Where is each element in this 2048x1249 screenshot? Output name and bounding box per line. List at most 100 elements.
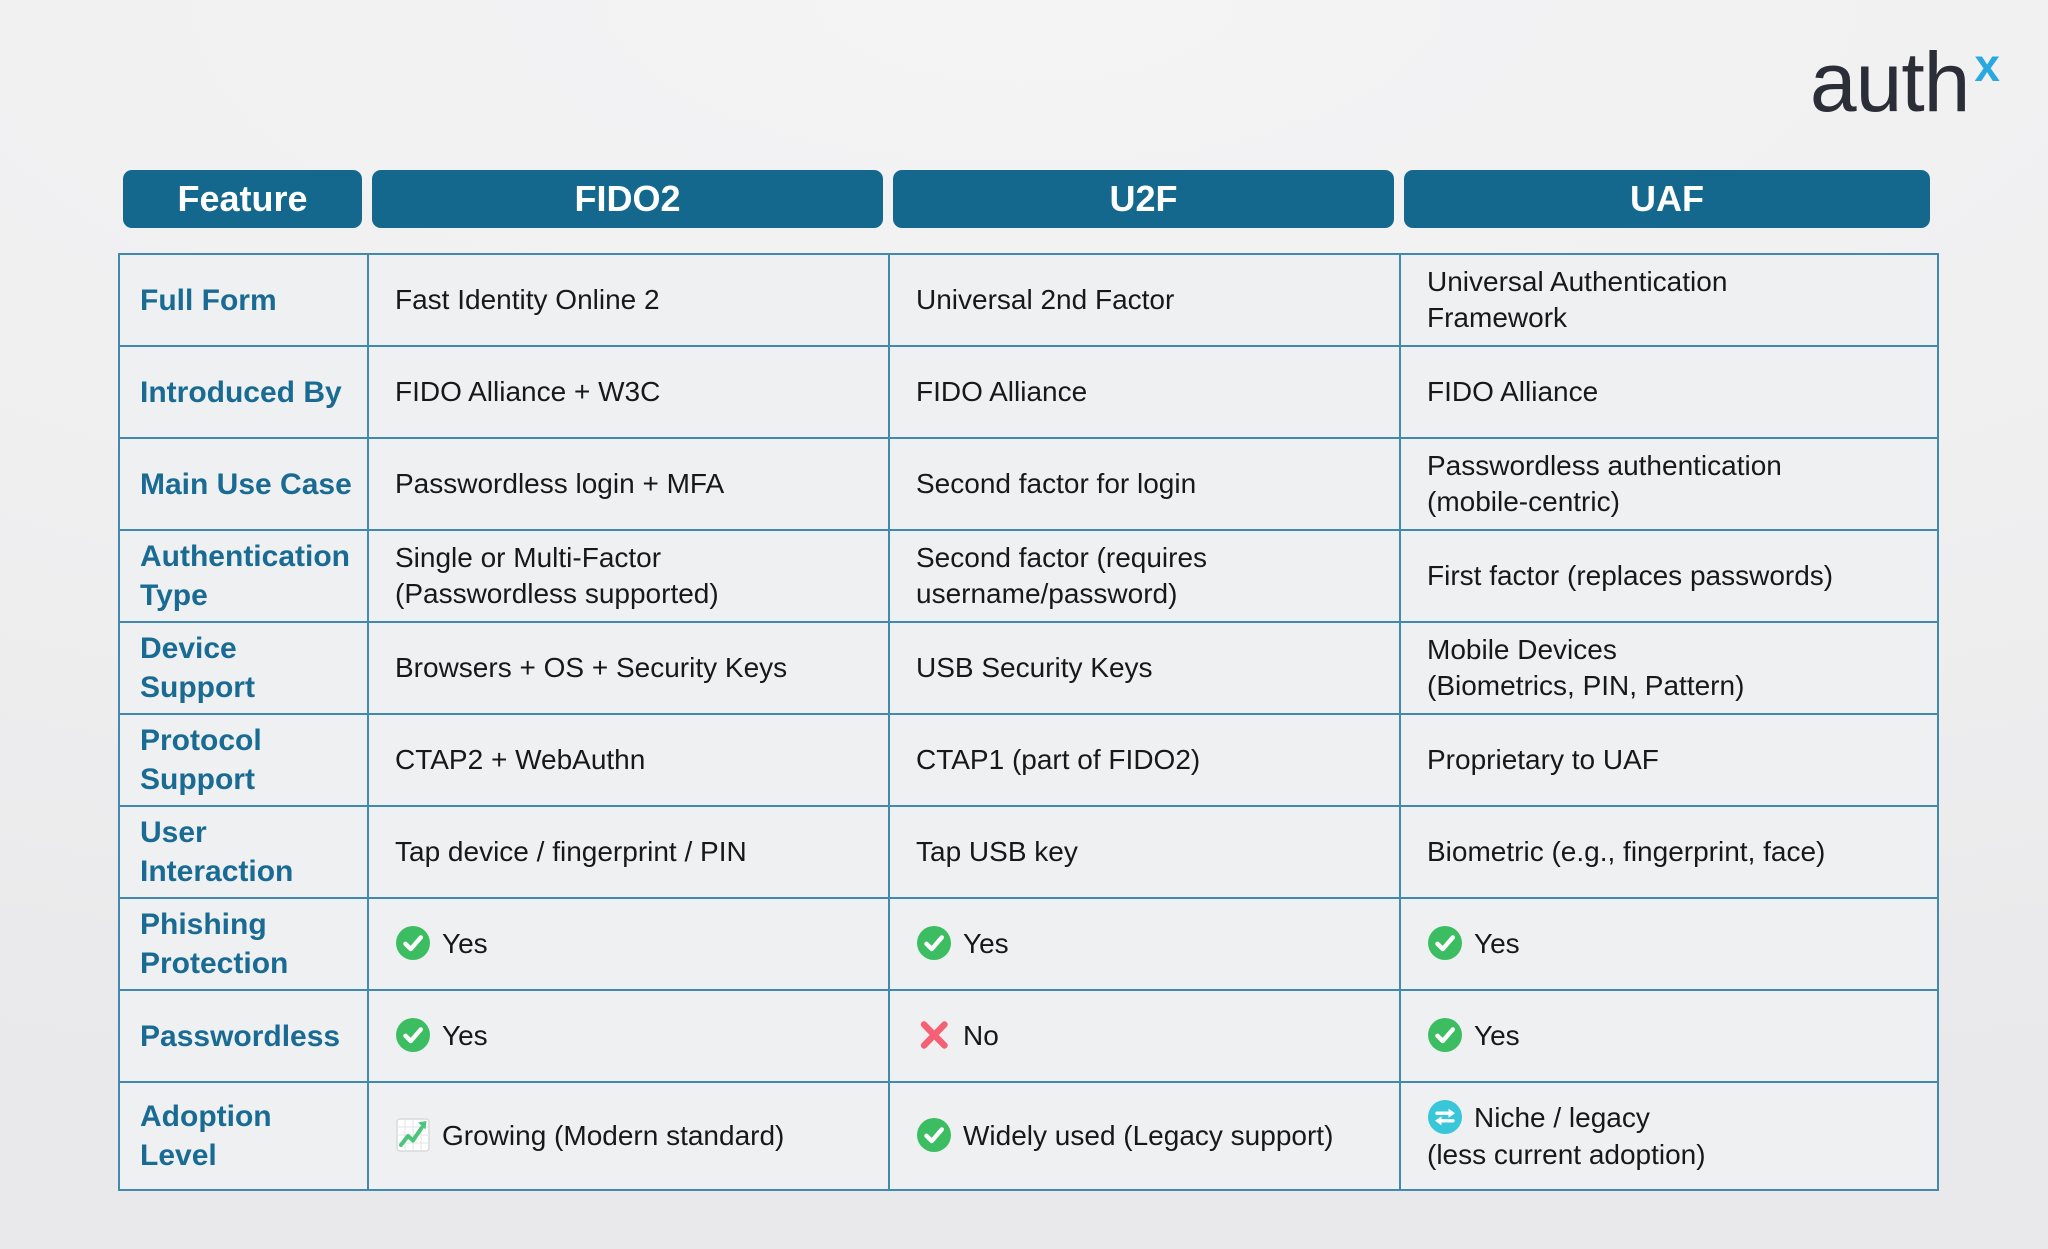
cell-content: Mobile Devices (Biometrics, PIN, Pattern… [1427, 632, 1915, 705]
cell-text: First factor (replaces passwords) [1427, 559, 1834, 591]
cell-text: USB Security Keys [916, 651, 1153, 683]
cell-content: Yes [916, 925, 1377, 962]
cell-text: Second factor for login [916, 467, 1197, 499]
feature-label-cell: Device Support [120, 623, 369, 715]
cell-text: Yes [442, 928, 488, 960]
value-cell-u2f: Universal 2nd Factor [890, 255, 1401, 347]
value-cell-u2f: Second factor for login [890, 439, 1401, 531]
feature-label: Authentication Type [140, 540, 350, 612]
cell-content: Yes [395, 925, 866, 962]
logo: auth x [1810, 40, 2000, 124]
cell-content: Passwordless login + MFA [395, 466, 866, 502]
value-cell-fido2: Tap device / fingerprint / PIN [369, 807, 890, 899]
value-cell-u2f: No [890, 991, 1401, 1083]
cell-text: Proprietary to UAF [1427, 743, 1659, 775]
value-cell-uaf: Biometric (e.g., fingerprint, face) [1401, 807, 1937, 899]
cell-text: Universal Authentication Framework [1427, 265, 1728, 333]
cell-text: Yes [1474, 1020, 1520, 1052]
check-circle-icon [916, 925, 952, 961]
value-cell-u2f: CTAP1 (part of FIDO2) [890, 715, 1401, 807]
cell-content: Second factor for login [916, 466, 1377, 502]
cell-content: Universal 2nd Factor [916, 282, 1377, 318]
value-cell-fido2: Single or Multi-Factor (Passwordless sup… [369, 531, 890, 623]
cell-text: FIDO Alliance [916, 375, 1088, 407]
cell-text: FIDO Alliance [1427, 375, 1599, 407]
cell-content: Universal Authentication Framework [1427, 264, 1915, 337]
value-cell-fido2: Passwordless login + MFA [369, 439, 890, 531]
check-circle-icon [1427, 925, 1463, 961]
feature-label-cell: Main Use Case [120, 439, 369, 531]
cell-content: Second factor (requires username/passwor… [916, 540, 1377, 613]
cell-text: Yes [963, 928, 1009, 960]
feature-label-cell: Authentication Type [120, 531, 369, 623]
cell-content: Tap device / fingerprint / PIN [395, 834, 866, 870]
cell-text: Browsers + OS + Security Keys [395, 651, 788, 683]
cell-content: Yes [1427, 925, 1915, 962]
cell-content: Yes [395, 1017, 866, 1054]
feature-label: Protocol Support [140, 724, 262, 796]
cell-text: Biometric (e.g., fingerprint, face) [1427, 835, 1826, 867]
cell-content: FIDO Alliance + W3C [395, 374, 866, 410]
value-cell-fido2: Browsers + OS + Security Keys [369, 623, 890, 715]
value-cell-uaf: Universal Authentication Framework [1401, 255, 1937, 347]
value-cell-u2f: Yes [890, 899, 1401, 991]
value-cell-u2f: Widely used (Legacy support) [890, 1083, 1401, 1189]
column-header-uaf: UAF [1404, 170, 1930, 228]
feature-label-cell: User Interaction [120, 807, 369, 899]
value-cell-fido2: CTAP2 + WebAuthn [369, 715, 890, 807]
cell-content: No [916, 1017, 1377, 1054]
value-cell-u2f: Second factor (requires username/passwor… [890, 531, 1401, 623]
value-cell-u2f: Tap USB key [890, 807, 1401, 899]
value-cell-uaf: Niche / legacy (less current adoption) [1401, 1083, 1937, 1189]
cell-text: Second factor (requires username/passwor… [916, 541, 1208, 609]
value-cell-uaf: Proprietary to UAF [1401, 715, 1937, 807]
cell-text: Single or Multi-Factor (Passwordless sup… [395, 541, 719, 609]
column-header-feature: Feature [123, 170, 362, 228]
cell-text: Niche / legacy (less current adoption) [1427, 1102, 1706, 1170]
cell-text: Yes [442, 1020, 488, 1052]
cell-content: Widely used (Legacy support) [916, 1117, 1377, 1154]
cell-text: CTAP1 (part of FIDO2) [916, 743, 1201, 775]
feature-label-cell: Introduced By [120, 347, 369, 439]
check-circle-icon [916, 1117, 952, 1153]
cell-content: Biometric (e.g., fingerprint, face) [1427, 834, 1915, 870]
cell-content: Passwordless authentication (mobile-cent… [1427, 448, 1915, 521]
value-cell-uaf: Passwordless authentication (mobile-cent… [1401, 439, 1937, 531]
feature-label: User Interaction [140, 816, 294, 888]
cell-content: USB Security Keys [916, 650, 1377, 686]
value-cell-fido2: Yes [369, 899, 890, 991]
cell-content: Yes [1427, 1017, 1915, 1054]
cell-content: CTAP1 (part of FIDO2) [916, 742, 1377, 778]
value-cell-uaf: First factor (replaces passwords) [1401, 531, 1937, 623]
cell-content: FIDO Alliance [916, 374, 1377, 410]
cell-text: Passwordless authentication (mobile-cent… [1427, 449, 1782, 517]
cell-text: Widely used (Legacy support) [963, 1120, 1334, 1152]
logo-wordmark: auth [1809, 35, 1970, 129]
refresh-circle-icon [1427, 1099, 1463, 1135]
value-cell-fido2: Growing (Modern standard) [369, 1083, 890, 1189]
cross-icon [916, 1017, 952, 1053]
table-header-row: Feature FIDO2 U2F UAF [118, 170, 1935, 228]
value-cell-uaf: Yes [1401, 899, 1937, 991]
feature-label: Passwordless [140, 1019, 341, 1053]
value-cell-u2f: USB Security Keys [890, 623, 1401, 715]
cell-text: CTAP2 + WebAuthn [395, 743, 646, 775]
value-cell-uaf: FIDO Alliance [1401, 347, 1937, 439]
cell-content: FIDO Alliance [1427, 374, 1915, 410]
check-circle-icon [395, 925, 431, 961]
cell-text: Yes [1474, 928, 1520, 960]
value-cell-fido2: FIDO Alliance + W3C [369, 347, 890, 439]
cell-text: FIDO Alliance + W3C [395, 375, 661, 407]
value-cell-uaf: Mobile Devices (Biometrics, PIN, Pattern… [1401, 623, 1937, 715]
cell-text: Growing (Modern standard) [442, 1120, 785, 1152]
cell-content: Tap USB key [916, 834, 1377, 870]
cell-text: No [963, 1020, 999, 1052]
cell-content: Browsers + OS + Security Keys [395, 650, 866, 686]
cell-content: CTAP2 + WebAuthn [395, 742, 866, 778]
cell-text: Tap device / fingerprint / PIN [395, 835, 747, 867]
feature-label-cell: Adoption Level [120, 1083, 369, 1189]
feature-label-cell: Protocol Support [120, 715, 369, 807]
value-cell-u2f: FIDO Alliance [890, 347, 1401, 439]
cell-text: Passwordless login + MFA [395, 467, 725, 499]
